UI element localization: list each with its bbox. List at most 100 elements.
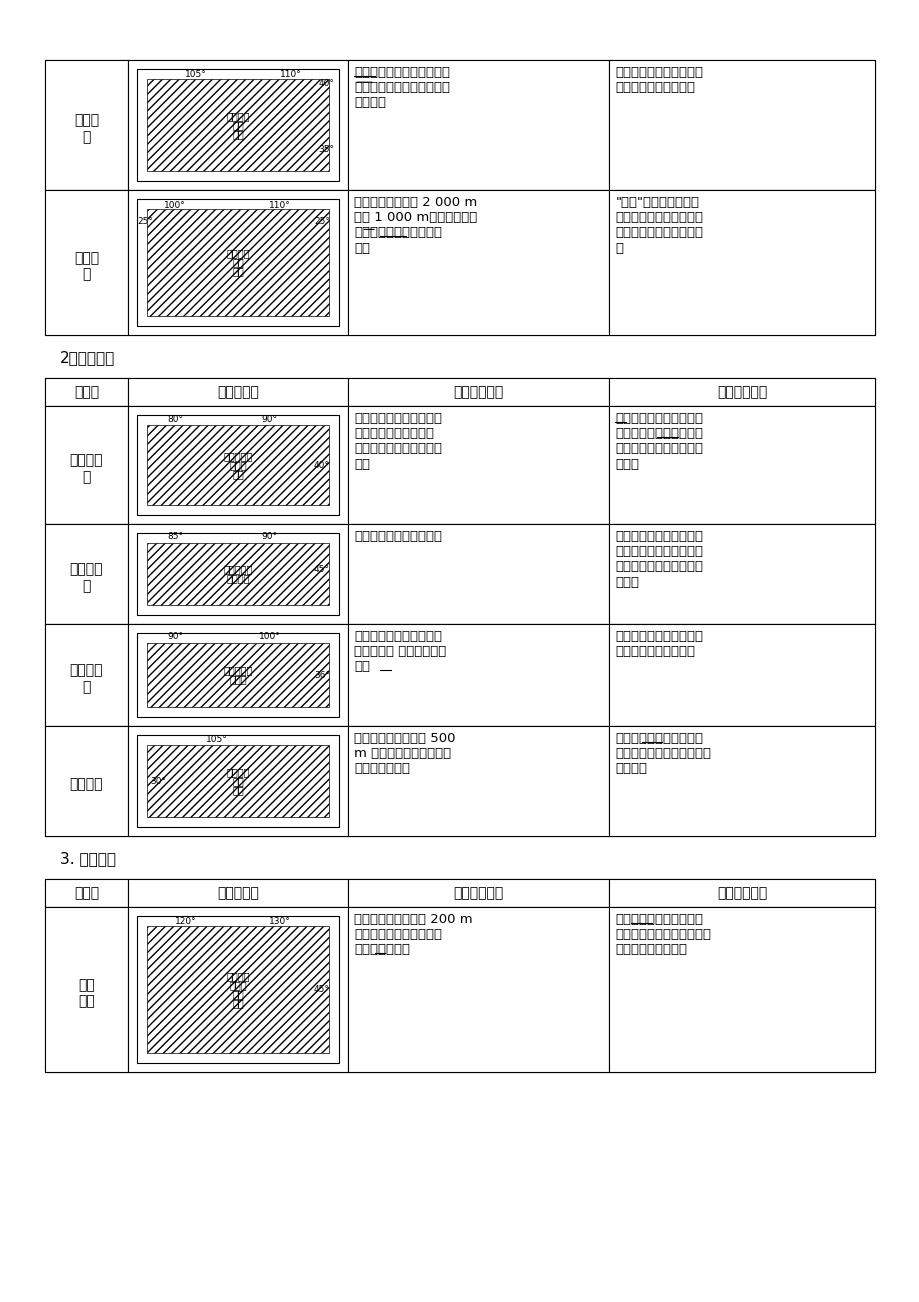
Text: 绿洲农业，种植棉花和葡: 绿洲农业，种植棉花和葡 — [615, 411, 703, 424]
Text: 乌鲁木齐: 乌鲁木齐 — [226, 573, 249, 583]
Text: 90°: 90° — [261, 531, 278, 540]
Bar — [608, 190, 874, 335]
Text: 云贵高: 云贵高 — [74, 251, 99, 264]
Text: 以谷子为主的旱作农业；: 以谷子为主的旱作农业； — [615, 66, 703, 79]
Text: 110°: 110° — [279, 70, 301, 79]
Text: 昆明: 昆明 — [232, 258, 244, 267]
Text: 平原: 平原 — [78, 995, 95, 1009]
Bar — [45, 727, 874, 836]
Text: 世界上最广的黄土分布区；: 世界上最广的黄土分布区； — [354, 66, 449, 79]
Bar — [128, 60, 347, 190]
Bar — [347, 523, 608, 624]
Text: 漠。内部平坦，多沙漠和: 漠。内部平坦，多沙漠和 — [354, 443, 441, 456]
Text: 四川盆地: 四川盆地 — [70, 777, 103, 792]
Text: 25°: 25° — [138, 217, 153, 227]
Text: 80°: 80° — [167, 415, 183, 424]
Bar — [147, 424, 329, 505]
Bar — [128, 624, 347, 727]
Text: 黑土；多沼泽地: 黑土；多沼泽地 — [354, 944, 410, 957]
Text: 原: 原 — [82, 130, 91, 145]
Text: 落后制约经济发展；旅游: 落后制约经济发展；旅游 — [615, 211, 703, 224]
Text: 有世界上最大的流动沙: 有世界上最大的流动沙 — [354, 427, 434, 440]
Text: 煤炭等矿产资源丰富: 煤炭等矿产资源丰富 — [615, 944, 686, 957]
Text: 西安: 西安 — [232, 120, 244, 130]
Text: 云贵高原: 云贵高原 — [226, 249, 249, 259]
Bar — [45, 907, 128, 1072]
Text: 黄土高: 黄土高 — [74, 113, 99, 128]
Text: "坝子"为农业区，交通: "坝子"为农业区，交通 — [615, 197, 698, 210]
Text: 降到 1 000 m；地表崎岖，: 降到 1 000 m；地表崎岖， — [354, 211, 477, 224]
Bar — [608, 523, 874, 624]
Text: 叶鲁番: 叶鲁番 — [229, 460, 246, 470]
Bar — [347, 406, 608, 523]
Text: 45°: 45° — [313, 565, 330, 574]
Bar — [45, 190, 128, 335]
Bar — [147, 79, 329, 171]
Text: 面积最大，海拔多在 200 m: 面积最大，海拔多在 200 m — [354, 913, 472, 926]
Text: 东北: 东北 — [78, 978, 95, 992]
Bar — [608, 879, 874, 907]
Bar — [128, 879, 347, 907]
Text: 地: 地 — [82, 470, 91, 484]
Text: 以煤炭为主的能源开发: 以煤炭为主的能源开发 — [615, 81, 695, 94]
Bar — [608, 907, 874, 1072]
Bar — [128, 523, 347, 624]
Bar — [45, 907, 874, 1072]
Bar — [128, 406, 347, 523]
Text: 戈壁: 戈壁 — [354, 457, 369, 470]
Bar — [147, 210, 329, 316]
Bar — [137, 69, 338, 181]
Text: 边缘呈环状分布。油气资: 边缘呈环状分布。油气资 — [615, 560, 703, 573]
Text: 人文地理特征: 人文地理特征 — [716, 885, 766, 900]
Text: 成都: 成都 — [232, 776, 244, 786]
Text: 105°: 105° — [206, 734, 228, 743]
Text: 源开发: 源开发 — [615, 575, 639, 589]
Bar — [147, 926, 329, 1053]
Bar — [45, 523, 128, 624]
Bar — [137, 199, 338, 326]
Text: 准噶尔盆地: 准噶尔盆地 — [223, 565, 253, 574]
Text: m 左右；成都平原较为平: m 左右；成都平原较为平 — [354, 747, 450, 760]
Text: 甜菜。人口和城市沿盆地: 甜菜。人口和城市沿盆地 — [615, 546, 703, 559]
Text: 30°: 30° — [150, 776, 166, 785]
Text: 地: 地 — [82, 579, 91, 592]
Bar — [137, 736, 338, 827]
Text: 沈阳: 沈阳 — [232, 999, 244, 1008]
Bar — [128, 190, 347, 335]
Bar — [128, 727, 347, 836]
Text: 重要的商品粮基地。人口、: 重要的商品粮基地。人口、 — [615, 747, 710, 760]
Bar — [608, 378, 874, 406]
Bar — [608, 727, 874, 836]
Text: 松嫩平原、三江平原是最: 松嫩平原、三江平原是最 — [615, 913, 703, 926]
Text: 柴达木盆: 柴达木盆 — [70, 664, 103, 677]
Bar — [137, 415, 338, 516]
Text: 35°: 35° — [318, 145, 334, 154]
Text: 重要的商品粮基地；油气、: 重要的商品粮基地；油气、 — [615, 928, 710, 941]
Text: 支离破碎: 支离破碎 — [354, 96, 386, 109]
Text: 130°: 130° — [268, 917, 290, 926]
Text: 90°: 90° — [261, 415, 278, 424]
Text: 盐湖: 盐湖 — [354, 660, 369, 673]
Bar — [137, 633, 338, 717]
Bar — [45, 190, 874, 335]
Text: 黄土高原: 黄土高原 — [226, 111, 249, 121]
Bar — [147, 643, 329, 707]
Text: 四川盆地: 四川盆地 — [226, 767, 249, 777]
Text: 萄等，人口和城市沿盆地: 萄等，人口和城市沿盆地 — [615, 427, 703, 440]
Text: 长春: 长春 — [232, 990, 244, 999]
Text: 塔里木盆: 塔里木盆 — [70, 453, 103, 467]
Text: 2．四大盆地: 2．四大盆地 — [60, 350, 115, 365]
Text: 资源丰富；少数民族分布: 资源丰富；少数民族分布 — [615, 227, 703, 240]
Bar — [45, 406, 874, 523]
Bar — [45, 879, 874, 907]
Text: 40°: 40° — [313, 461, 330, 470]
Text: 地: 地 — [82, 680, 91, 694]
Text: 哈尔滨: 哈尔滨 — [229, 980, 246, 990]
Text: 25°: 25° — [313, 217, 330, 227]
Bar — [45, 624, 128, 727]
Bar — [347, 378, 608, 406]
Text: 120°: 120° — [175, 917, 196, 926]
Text: 左右，内陆高原盆地；多: 左右，内陆高原盆地；多 — [354, 630, 441, 643]
Text: 坦。紫色土广布: 坦。紫色土广布 — [354, 763, 410, 776]
Text: 3. 三大平原: 3. 三大平原 — [60, 852, 116, 866]
